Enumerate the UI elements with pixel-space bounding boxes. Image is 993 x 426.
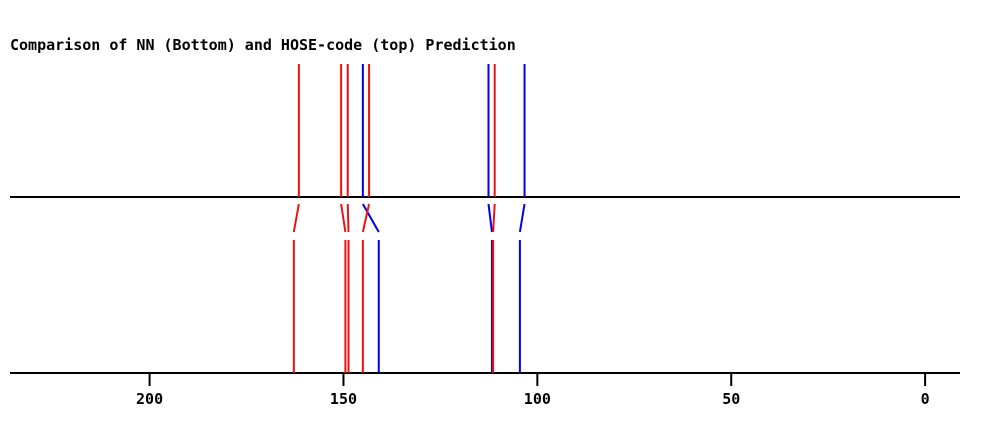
- peak-connector-line: [487, 203, 493, 233]
- peak-connector-line: [292, 203, 300, 233]
- x-tick-label: 50: [722, 390, 740, 408]
- x-tick-label: 200: [136, 390, 163, 408]
- peak-connector-line: [492, 203, 496, 233]
- peak-connector-line: [518, 203, 526, 233]
- peak-connector-line: [361, 203, 371, 233]
- chart-title: Comparison of NN (Bottom) and HOSE-code …: [10, 36, 516, 54]
- peak-connector-line: [340, 203, 347, 233]
- peak-connector-line: [361, 203, 380, 233]
- x-tick-label: 100: [524, 390, 551, 408]
- x-tick-label: 0: [921, 390, 930, 408]
- x-tick-label: 150: [330, 390, 357, 408]
- peak-connector-line: [346, 203, 350, 233]
- x-axis-ticks: 200 150 100 50 0: [136, 373, 930, 408]
- peak-lines: [292, 64, 526, 373]
